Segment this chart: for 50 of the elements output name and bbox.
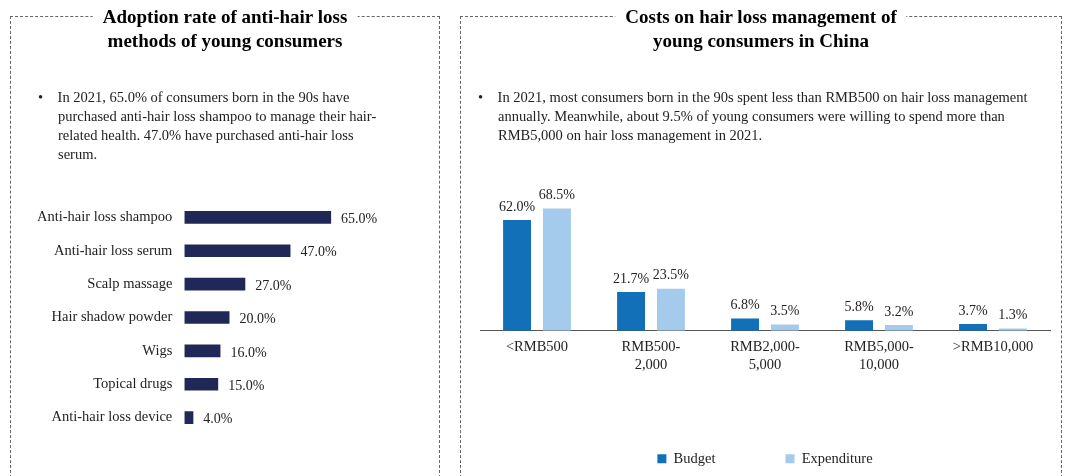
legend-label: Budget bbox=[673, 449, 716, 466]
data-label: 16.0% bbox=[230, 344, 267, 360]
data-label: 62.0% bbox=[498, 198, 536, 214]
bar bbox=[959, 324, 988, 331]
y-tick-label: Wigs bbox=[142, 341, 173, 358]
bar bbox=[184, 377, 219, 391]
y-tick-label: Hair shadow powder bbox=[51, 308, 173, 325]
x-tick-label: >RMB10,000 bbox=[952, 338, 1034, 355]
data-label: 21.7% bbox=[612, 270, 650, 286]
bar bbox=[184, 244, 291, 258]
x-tick-label: RMB500-2,000 bbox=[621, 338, 681, 372]
data-label: 4.0% bbox=[203, 411, 233, 427]
data-label: 3.2% bbox=[884, 303, 914, 319]
bar bbox=[731, 318, 760, 331]
data-label: 3.7% bbox=[958, 302, 988, 318]
data-label: 15.0% bbox=[228, 377, 265, 393]
bar bbox=[845, 320, 874, 331]
chart-title: Adoption rate of anti-hair loss methods of young consumers bbox=[92, 5, 358, 53]
bar bbox=[184, 344, 221, 358]
data-label: 68.5% bbox=[538, 187, 576, 203]
bar bbox=[617, 291, 646, 331]
y-tick-label: Anti-hair loss serum bbox=[53, 241, 174, 258]
text: • In 2021, 65.0% of consumers born in the 90s have purchased anti-hair loss shampoo to manage their hair-related health. 47.0% have purchased anti-hair loss serum. bbox=[38, 88, 378, 164]
chart-title: Costs on hair loss management of young consumers in China bbox=[615, 5, 907, 53]
data-label: 47.0% bbox=[300, 244, 337, 260]
legend-label: Expenditure bbox=[801, 449, 873, 466]
data-label: 65.0% bbox=[341, 211, 378, 227]
data-label: 27.0% bbox=[255, 277, 292, 293]
x-tick-label: RMB5,000-10,000 bbox=[844, 338, 915, 372]
bar bbox=[770, 324, 799, 331]
bar bbox=[184, 211, 332, 224]
text: • In 2021, most consumers born in the 90s spent less than RMB500 on hair loss management annually. Meanwhile, about 9.5% of young consumers were willing to spend more than RMB5,000 on hair loss management in 2021. bbox=[478, 88, 1029, 145]
y-tick-label: Anti-hair loss device bbox=[51, 408, 173, 425]
data-label: 23.5% bbox=[652, 267, 690, 283]
y-tick-label: Topical drugs bbox=[93, 375, 173, 392]
bar bbox=[184, 277, 246, 291]
bar bbox=[184, 411, 194, 424]
bar bbox=[184, 311, 230, 324]
bar bbox=[656, 288, 685, 331]
x-tick-label: RMB2,000-5,000 bbox=[730, 338, 801, 372]
y-tick-label: Scalp massage bbox=[87, 274, 173, 291]
data-label: 1.3% bbox=[998, 307, 1028, 323]
data-label: 5.8% bbox=[844, 299, 874, 315]
data-label: 3.5% bbox=[770, 303, 800, 319]
bar bbox=[503, 220, 532, 331]
data-label: 6.8% bbox=[730, 297, 760, 313]
x-tick-label: <RMB500 bbox=[505, 338, 569, 355]
y-tick-label: Anti-hair loss shampoo bbox=[36, 208, 173, 225]
bar bbox=[542, 208, 571, 331]
data-label: 20.0% bbox=[239, 311, 276, 327]
